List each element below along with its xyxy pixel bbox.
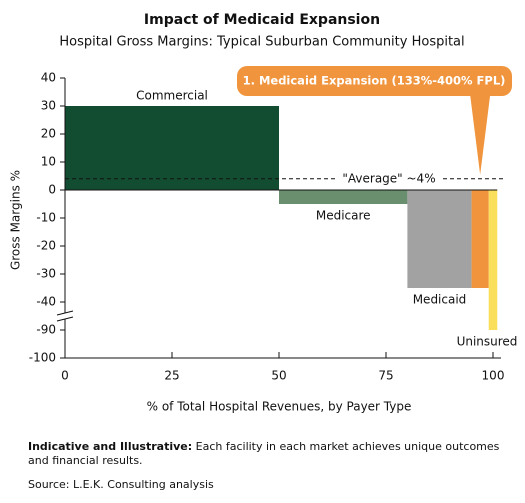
footnote: Indicative and Illustrative: Each facili… xyxy=(28,440,518,468)
callout-box xyxy=(237,66,512,96)
y-tick-label: 0 xyxy=(48,183,56,197)
y-tick-label: 10 xyxy=(41,155,56,169)
x-tick-label: 100 xyxy=(482,369,505,383)
x-axis-label: % of Total Hospital Revenues, by Payer T… xyxy=(147,400,412,414)
x-tick-label: 75 xyxy=(378,369,393,383)
y-tick-label: -20 xyxy=(36,239,56,253)
bar-label: Commercial xyxy=(136,89,208,103)
y-tick-label: -30 xyxy=(36,267,56,281)
bar-label: Medicare xyxy=(316,209,371,223)
axis-break-mark xyxy=(56,316,74,322)
average-label-bg xyxy=(338,170,440,187)
x-tick-label: 50 xyxy=(271,369,286,383)
y-tick-label: -40 xyxy=(36,295,56,309)
y-tick-label: 40 xyxy=(41,71,56,85)
chart: Impact of Medicaid Expansion Hospital Gr… xyxy=(9,12,518,414)
y-tick-label: -10 xyxy=(36,211,56,225)
bar xyxy=(65,106,279,190)
x-tick-label: 25 xyxy=(164,369,179,383)
y-tick-label: -100 xyxy=(29,351,56,365)
y-tick-label: 20 xyxy=(41,127,56,141)
callout-label: 1. Medicaid Expansion (133%-400% FPL) xyxy=(243,74,506,88)
footnote-label: Indicative and Illustrative: xyxy=(28,440,193,453)
bar xyxy=(279,190,408,204)
bar-label: Medicaid xyxy=(413,293,467,307)
chart-subtitle: Hospital Gross Margins: Typical Suburban… xyxy=(59,35,464,50)
bar xyxy=(488,190,498,330)
bar xyxy=(407,190,472,288)
footnote-text: Each facility in each market achieves un… xyxy=(28,440,500,467)
source: Source: L.E.K. Consulting analysis xyxy=(28,478,214,491)
y-tick-label: 30 xyxy=(41,99,56,113)
axis-break-gap xyxy=(57,313,73,319)
chart-title: Impact of Medicaid Expansion xyxy=(144,12,380,28)
axis-break-mark xyxy=(56,310,74,316)
bar xyxy=(471,190,489,288)
x-tick-label: 0 xyxy=(61,369,69,383)
bar-label: Uninsured xyxy=(457,335,518,349)
average-label: "Average" ~4% xyxy=(342,171,435,185)
callout-pointer xyxy=(470,95,491,175)
y-axis-label: Gross Margins % xyxy=(9,170,23,270)
y-tick-label: -90 xyxy=(36,323,56,337)
